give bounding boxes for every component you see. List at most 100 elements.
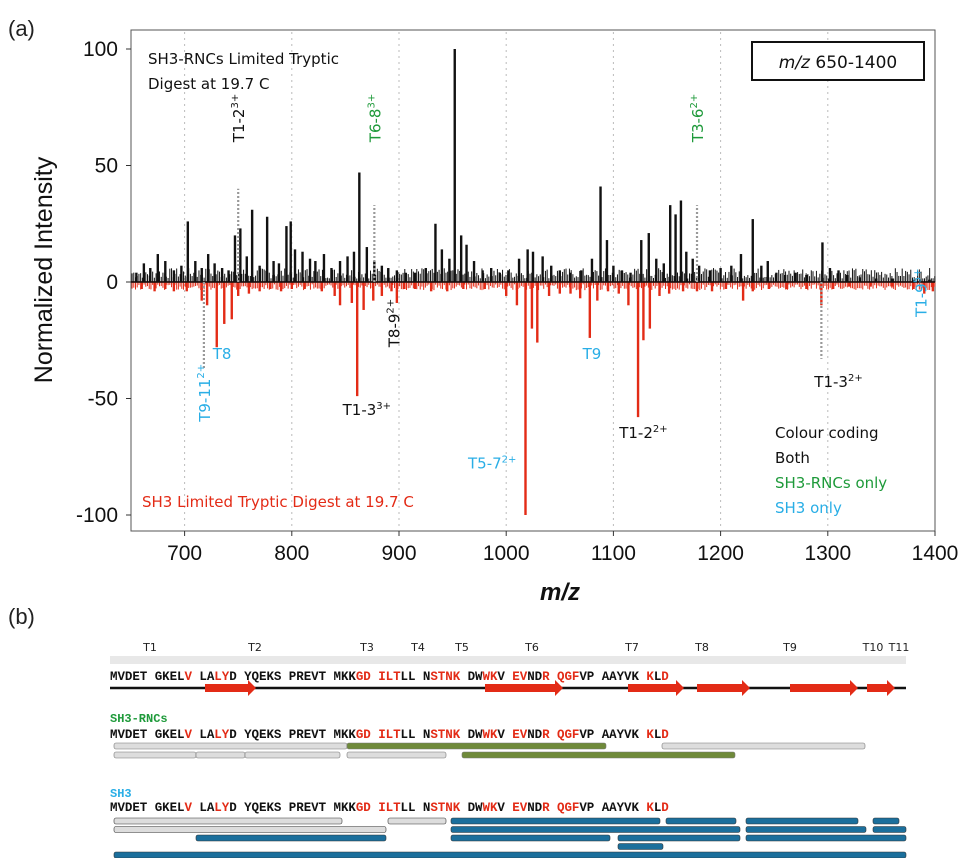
peak-label-text: T9 [582,345,602,363]
x-tick-label: 900 [381,542,416,565]
residue: P [587,670,595,684]
grid-lines [184,32,829,529]
residue: G [564,670,572,684]
x-tick-label: 1300 [804,542,851,565]
peak-label: T1-95+ [912,269,930,318]
residue: D [535,670,543,684]
residue: L [401,728,409,742]
top-title-line1: SH3-RNCs Limited Tryptic [148,50,339,68]
residue: Q [252,801,260,815]
segment-label: T3 [359,641,374,654]
residue: L [401,801,409,815]
residue: W [475,728,483,742]
residue: N [423,728,431,742]
peak-label-charge: 2+ [386,299,397,314]
coverage-bar [872,817,900,825]
residue: T [393,801,401,815]
residue: D [535,728,543,742]
residue: G [564,728,572,742]
residue: D [363,670,371,684]
residue: K [490,670,498,684]
residue: W [483,728,491,742]
y-tick-label: -50 [88,388,118,411]
residue: S [430,670,438,684]
coverage-bar [346,742,607,750]
coverage-bar [661,742,866,750]
x-tick-label: 1400 [912,542,959,565]
residue: K [348,801,356,815]
residue: Y [222,728,230,742]
residue: S [430,728,438,742]
residue: L [654,670,662,684]
residue: D [125,728,133,742]
residue: G [356,670,364,684]
residue: V [185,801,193,815]
segment-label: T4 [410,641,425,654]
residue: D [363,728,371,742]
residue: Y [222,670,230,684]
residue: E [304,728,312,742]
peak-label-text: T8-9 [386,314,404,349]
residue: T [140,670,148,684]
segment-label: T8 [694,641,709,654]
residue: A [207,801,215,815]
peak-label-charge: 2+ [653,424,668,435]
peak-label-charge: 2+ [848,373,863,384]
beta-strand-arrow [205,680,256,696]
coverage-bar [346,751,447,759]
residue: R [296,801,304,815]
residue: T [438,801,446,815]
residue: K [490,801,498,815]
residue: V [117,670,125,684]
y-tick-label: -100 [76,504,118,527]
coverage-bar [745,817,859,825]
residue: D [535,801,543,815]
coverage-bar [113,851,907,858]
residue: L [386,728,394,742]
residue: L [214,801,222,815]
coverage-bar [665,817,737,825]
residue: N [423,670,431,684]
residue: R [296,728,304,742]
range-box-mz: m/z [779,53,811,73]
residue: A [207,670,215,684]
peak-label-charge: 2+ [689,94,700,109]
residue: E [132,801,140,815]
residue: K [341,801,349,815]
peak-label: T8 [212,345,232,363]
residue: L [199,728,207,742]
beta-strand-arrow [790,680,858,696]
residue: L [177,801,185,815]
residue: D [468,670,476,684]
residue: P [289,670,297,684]
residue: L [654,801,662,815]
coverage-bar [617,834,741,842]
residue: R [296,670,304,684]
residue: V [497,728,505,742]
residue: K [341,670,349,684]
residue: T [393,728,401,742]
peak-label-charge: 5+ [912,269,923,284]
residue: E [259,728,267,742]
range-box-label: m/z 650-1400 [779,53,897,73]
residue: K [646,670,654,684]
residue: K [266,670,274,684]
peak-label: T9 [582,345,602,363]
residue: K [453,728,461,742]
residue: E [512,670,520,684]
residue: T [438,670,446,684]
x-tick-label: 1000 [483,542,530,565]
residue: V [579,801,587,815]
residue: K [453,801,461,815]
residue: W [475,801,483,815]
coverage-bar [387,817,447,825]
peak-label-text: T3-6 [689,109,707,144]
residue: F [572,670,580,684]
range-box-range: 650-1400 [810,53,897,73]
residue: T [319,670,327,684]
residue: E [170,801,178,815]
peak-label: T1-23+ [230,94,248,143]
residue: D [229,801,237,815]
peak-label: T5-72+ [467,454,516,472]
residue: S [274,670,282,684]
